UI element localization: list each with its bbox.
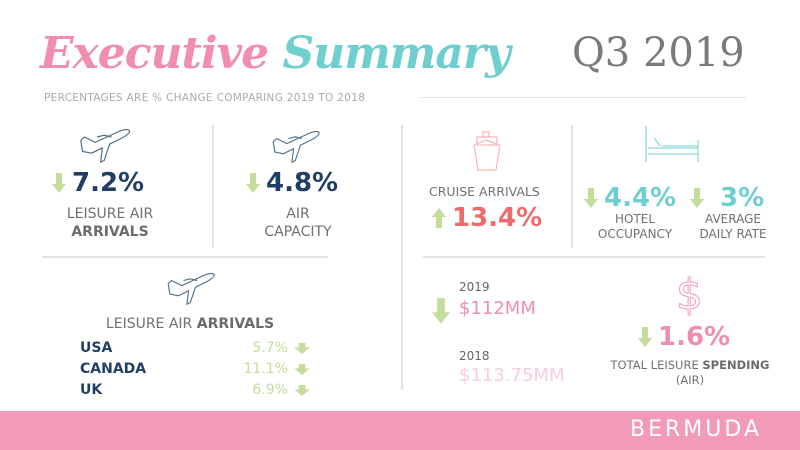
list-item: USA 5.7% [80, 338, 310, 359]
arrow-up-icon [432, 208, 446, 228]
arrow-down-icon [690, 188, 704, 208]
page-title: Executive Summary [40, 28, 511, 79]
subtitle: PERCENTAGES ARE % CHANGE COMPARING 2019 … [44, 92, 366, 104]
divider [423, 256, 765, 258]
adr-metric: 3% [690, 183, 764, 213]
divider [212, 125, 214, 248]
country-section-title: LEISURE AIR ARRIVALS [105, 316, 275, 332]
adr-label: AVERAGE DAILY RATE [699, 212, 767, 241]
arrow-down-icon [294, 385, 310, 396]
spending-change-metric: 1.6% [638, 322, 730, 352]
country-list: USA 5.7% CANADA 11.1% UK 6.9% [80, 338, 310, 401]
arrow-down-icon [638, 327, 652, 347]
bed-icon [645, 126, 699, 162]
arrow-down-icon [294, 364, 310, 375]
leisure-air-label: LEISURE AIR ARRIVALS [66, 206, 154, 240]
arrow-down-icon [294, 343, 310, 354]
airplane-icon [270, 130, 324, 164]
footer-banner [0, 411, 800, 450]
arrow-down-icon [246, 173, 260, 193]
year-2019: 2019 [459, 280, 490, 294]
cruise-ship-icon [473, 131, 501, 171]
amount-2018: $113.75MM [459, 365, 565, 386]
dollar-icon: $ [675, 269, 703, 319]
period: Q3 2019 [572, 30, 745, 76]
hotel-occupancy-label: HOTEL OCCUPANCY [597, 212, 673, 241]
brand-logo: BERMUDA [630, 417, 762, 442]
divider [420, 97, 746, 98]
divider [42, 256, 328, 258]
cruise-label: CRUISE ARRIVALS [429, 184, 540, 199]
divider [401, 125, 403, 390]
list-item: UK 6.9% [80, 380, 310, 401]
hotel-occupancy-metric: 4.4% [584, 183, 676, 213]
arrow-down-icon [432, 298, 450, 324]
airplane-icon [165, 272, 219, 306]
arrow-down-icon [584, 188, 598, 208]
arrow-down-icon [52, 173, 66, 193]
leisure-air-metric: 7.2% [52, 168, 144, 198]
airplane-icon [78, 128, 134, 164]
list-item: CANADA 11.1% [80, 359, 310, 380]
amount-2019: $112MM [459, 298, 536, 319]
divider [571, 125, 573, 248]
spending-label: TOTAL LEISURE SPENDING (AIR) [610, 358, 770, 387]
cruise-metric: 13.4% [432, 203, 542, 233]
year-2018: 2018 [459, 349, 490, 363]
air-capacity-metric: 4.8% [246, 168, 338, 198]
air-capacity-label: AIR CAPACITY [264, 206, 332, 240]
